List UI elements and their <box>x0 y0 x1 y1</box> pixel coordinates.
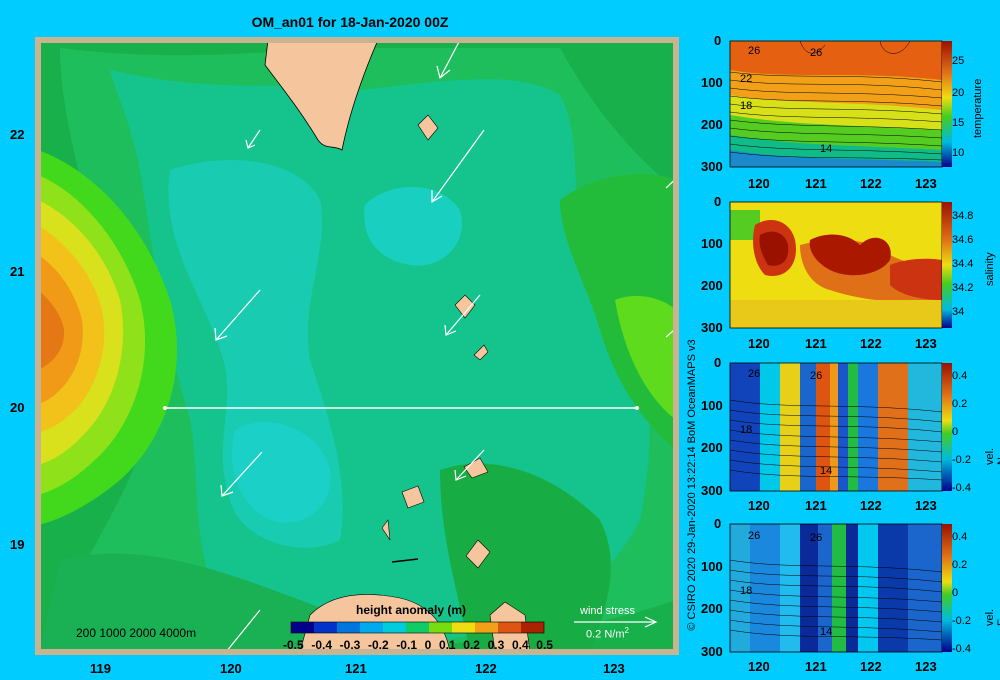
vel-n-section <box>729 362 952 492</box>
cbar-tick: 34.8 <box>952 210 974 222</box>
cbar-label: vel. E (m/s) <box>984 608 1000 626</box>
lon-tick: 123 <box>915 498 937 513</box>
lon-tick: 121 <box>805 659 827 674</box>
depth-tick: 300 <box>701 483 723 498</box>
depth-tick: 0 <box>714 516 722 531</box>
cbar-tick: 0 <box>952 587 959 599</box>
cbar-label: vel. N (m/s) <box>984 447 1000 465</box>
cbar-tick: 0 <box>952 426 959 438</box>
depth-tick: 100 <box>701 75 723 90</box>
depth-tick: 300 <box>701 320 723 335</box>
contour-label: 18 <box>740 424 753 436</box>
contour-label: 14 <box>820 143 833 155</box>
lon-tick: 123 <box>915 336 937 351</box>
contour-label: 14 <box>820 465 833 477</box>
contour-label: 26 <box>810 370 823 382</box>
contour-label: 18 <box>740 100 753 112</box>
contour-label: 18 <box>740 585 753 597</box>
map-field <box>38 40 676 652</box>
contour-label: 26 <box>810 47 823 59</box>
wind-scale <box>574 616 658 628</box>
lon-tick: 121 <box>805 176 827 191</box>
taiwan-landmass <box>264 40 379 151</box>
map-title: OM_an01 for 18-Jan-2020 00Z <box>251 14 449 30</box>
bathymetry-legend: 200 1000 2000 4000m <box>76 626 197 640</box>
cbar-tick: 0.4 <box>952 531 968 543</box>
salinity-section <box>729 201 952 329</box>
cbar-tick: 0.2 <box>952 559 968 571</box>
contour-label: 26 <box>748 530 761 542</box>
lon-tick: 120 <box>748 498 770 513</box>
x-tick: 122 <box>475 661 497 676</box>
y-tick: 21 <box>10 264 25 279</box>
x-tick: 123 <box>603 661 625 676</box>
x-tick: 120 <box>220 661 242 676</box>
colorbar-title: height anomaly (m) <box>356 603 467 617</box>
contour-label: 26 <box>748 368 761 380</box>
section-panels <box>729 40 952 653</box>
depth-tick: 0 <box>714 355 722 370</box>
lon-tick: 122 <box>860 336 882 351</box>
lon-tick: 123 <box>915 176 937 191</box>
wind-arrows <box>214 40 676 652</box>
cbar-tick: -0.4 <box>952 643 971 655</box>
depth-tick: 0 <box>714 194 722 209</box>
cbar-tick: -0.2 <box>952 615 971 627</box>
lon-tick: 122 <box>860 176 882 191</box>
cbar-tick: 20 <box>952 87 965 99</box>
cbar-tick: 0.2 <box>952 398 968 410</box>
y-tick: 20 <box>10 400 25 415</box>
contour-label: 26 <box>810 532 823 544</box>
temperature-section <box>729 40 952 168</box>
y-tick: 19 <box>10 537 25 552</box>
vel-e-section <box>729 523 952 653</box>
cbar-tick: 25 <box>952 55 965 67</box>
cbar-tick: 34 <box>952 306 965 318</box>
wind-label: wind stress <box>580 605 636 617</box>
cbar-label: temperature <box>972 78 984 138</box>
lon-tick: 123 <box>915 659 937 674</box>
cbar-tick: 34.6 <box>952 234 974 246</box>
colorbar-ticks: -0.5 -0.4 -0.3 -0.2 -0.1 0 0.1 0.2 0.3 0.4 0.5 <box>283 638 553 652</box>
cbar-tick: 34.4 <box>952 258 974 270</box>
lon-tick: 120 <box>748 659 770 674</box>
cbar-tick: 34.2 <box>952 282 974 294</box>
depth-tick: 0 <box>714 33 722 48</box>
lon-tick: 121 <box>805 498 827 513</box>
x-tick: 121 <box>345 661 367 676</box>
wind-unit: 0.2 N/m2 <box>586 626 629 641</box>
depth-tick: 100 <box>701 559 723 574</box>
x-tick: 119 <box>90 661 111 676</box>
contour-label: 22 <box>740 73 753 85</box>
height-anomaly-colorbar <box>290 621 545 634</box>
y-tick: 22 <box>10 127 25 142</box>
credit-text: © CSIRO 2020 29-Jan-2020 13:22:14 BoM Oc… <box>686 339 698 631</box>
lon-tick: 122 <box>860 659 882 674</box>
contour-label: 14 <box>820 626 833 638</box>
cbar-tick: 10 <box>952 147 965 159</box>
depth-tick: 300 <box>701 644 723 659</box>
depth-tick: 100 <box>701 398 723 413</box>
depth-tick: 200 <box>701 440 723 455</box>
depth-tick: 200 <box>701 601 723 616</box>
cbar-tick: -0.4 <box>952 482 971 494</box>
lon-tick: 120 <box>748 176 770 191</box>
depth-tick: 200 <box>701 278 723 293</box>
depth-tick: 200 <box>701 117 723 132</box>
cbar-tick: 0.4 <box>952 370 968 382</box>
contour-label: 26 <box>748 45 761 57</box>
depth-tick: 300 <box>701 159 723 174</box>
cbar-tick: 15 <box>952 117 965 129</box>
lon-tick: 120 <box>748 336 770 351</box>
lon-tick: 122 <box>860 498 882 513</box>
depth-tick: 100 <box>701 236 723 251</box>
cbar-label: salinity <box>984 252 996 286</box>
lon-tick: 121 <box>805 336 827 351</box>
cbar-tick: -0.2 <box>952 454 971 466</box>
height-anomaly-map[interactable] <box>0 0 700 680</box>
